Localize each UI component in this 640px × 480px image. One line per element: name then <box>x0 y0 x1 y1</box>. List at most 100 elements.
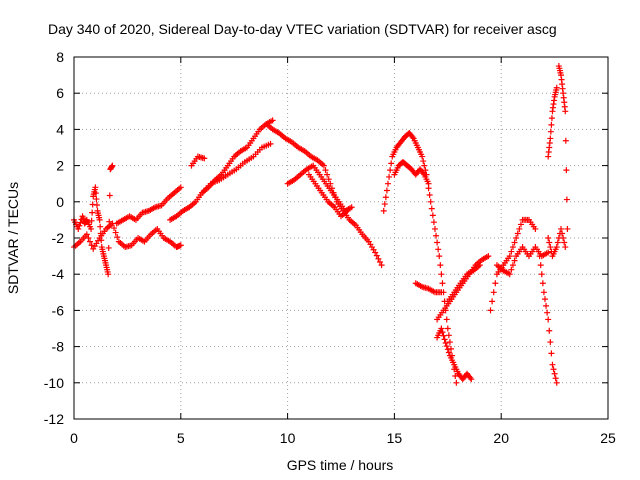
data-point <box>88 225 95 232</box>
data-point <box>441 336 448 343</box>
data-point <box>87 238 94 245</box>
data-point <box>511 257 518 264</box>
data-point <box>548 115 555 122</box>
data-point <box>428 205 435 212</box>
data-point <box>437 262 444 269</box>
data-point <box>105 244 112 251</box>
x-tick-label: 25 <box>600 430 616 446</box>
y-tick-label: 4 <box>56 121 64 137</box>
series-R <box>536 253 560 386</box>
y-tick-label: -6 <box>52 302 65 318</box>
data-point <box>545 235 552 241</box>
series-I <box>305 171 351 220</box>
data-point <box>553 244 560 251</box>
data-point <box>381 201 388 208</box>
data-point <box>541 296 548 303</box>
data-point <box>444 325 451 332</box>
data-point <box>83 231 90 238</box>
series-A <box>71 162 116 278</box>
data-point <box>105 271 112 278</box>
series-L <box>412 280 445 296</box>
data-point <box>348 204 355 211</box>
data-point <box>536 253 543 260</box>
data-point <box>492 280 499 287</box>
data-point <box>562 108 569 115</box>
data-point <box>562 137 569 144</box>
data-point <box>109 162 116 169</box>
data-point <box>445 332 452 339</box>
data-point <box>267 140 274 147</box>
data-point <box>76 222 83 229</box>
data-point <box>387 167 394 174</box>
data-point <box>546 327 553 334</box>
chart-title: Day 340 of 2020, Sidereal Day-to-day VTE… <box>48 21 557 37</box>
series-F <box>199 140 274 196</box>
data-point <box>547 339 554 346</box>
data-point <box>177 184 184 191</box>
data-point <box>430 219 437 226</box>
data-point <box>431 225 438 232</box>
data-point <box>547 128 554 135</box>
data-point <box>383 187 390 194</box>
data-point <box>550 366 557 373</box>
data-point <box>322 167 329 174</box>
data-point <box>85 235 92 241</box>
y-tick-label: 0 <box>56 194 64 210</box>
data-point <box>380 207 387 214</box>
data-point <box>386 173 393 180</box>
data-point <box>429 212 436 219</box>
data-point <box>532 225 539 232</box>
data-point <box>554 239 561 246</box>
data-point <box>439 329 446 336</box>
y-tick-label: 2 <box>56 158 64 174</box>
data-point <box>537 262 544 269</box>
x-axis-label: GPS time / hours <box>287 457 394 473</box>
y-tick-label: 8 <box>56 49 64 65</box>
data-point <box>489 298 496 305</box>
data-point <box>384 180 391 187</box>
series-O <box>444 262 483 305</box>
series-U <box>555 63 571 232</box>
data-point <box>453 379 460 386</box>
data-point <box>420 158 427 165</box>
data-point <box>516 225 523 232</box>
data-point <box>375 255 382 262</box>
data-point <box>467 374 474 381</box>
data-point <box>506 271 513 278</box>
data-point <box>442 339 449 346</box>
data-point <box>487 307 494 314</box>
data-points <box>71 63 571 386</box>
data-point <box>269 117 276 124</box>
grid <box>74 57 608 419</box>
data-point <box>539 280 546 287</box>
data-point <box>543 302 550 309</box>
data-point <box>88 217 95 224</box>
x-tick-label: 0 <box>70 430 78 446</box>
data-point <box>372 249 379 256</box>
data-point <box>553 84 560 91</box>
data-point <box>434 239 441 246</box>
data-point <box>382 194 389 201</box>
data-point <box>409 134 416 141</box>
data-point <box>440 332 447 339</box>
data-point <box>562 244 569 251</box>
series-T <box>545 84 560 160</box>
y-tick-label: -4 <box>52 266 65 282</box>
data-point <box>92 190 99 197</box>
data-point <box>485 253 492 260</box>
data-point <box>508 266 515 273</box>
data-point <box>508 248 515 255</box>
data-point <box>546 239 553 246</box>
data-point <box>435 246 442 253</box>
data-point <box>443 316 450 323</box>
data-point <box>93 196 100 203</box>
axes: 0 5 10 15 20 25 -12 -10 -8 -6 -4 -2 0 2 4 6 8 <box>44 49 616 446</box>
data-point <box>427 198 434 205</box>
data-point <box>426 192 433 199</box>
series-Q <box>493 244 552 278</box>
data-point <box>445 349 452 356</box>
data-point <box>376 258 383 265</box>
data-point <box>548 350 555 357</box>
data-point <box>560 235 567 241</box>
